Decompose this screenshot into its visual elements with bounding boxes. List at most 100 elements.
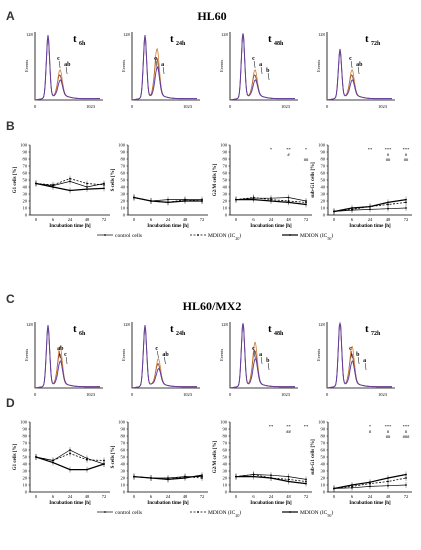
x-tick-label: 0 bbox=[133, 494, 136, 499]
legend-marker bbox=[104, 511, 106, 513]
y-tick-label: 40 bbox=[223, 185, 228, 190]
peak-pointer bbox=[162, 66, 165, 75]
peak-label: b bbox=[266, 358, 270, 364]
y-tick-label: 60 bbox=[121, 448, 126, 453]
y-axis-title: G1 cells [%] bbox=[13, 443, 18, 470]
peak-label: c bbox=[57, 56, 60, 62]
x-min-label: 0 bbox=[229, 392, 232, 397]
peak-label: c bbox=[155, 346, 158, 352]
x-max-label: 1023 bbox=[183, 392, 193, 397]
x-axis-title: Incubation time [h] bbox=[147, 501, 189, 506]
significance-marker: ** bbox=[286, 147, 291, 152]
y-tick-label: 0 bbox=[25, 490, 28, 495]
time-label: t bbox=[268, 33, 272, 45]
peak-pointer bbox=[260, 66, 263, 75]
x-tick-label: 0 bbox=[235, 494, 238, 499]
y-tick-label: 0 bbox=[123, 490, 126, 495]
y-tick-label: 70 bbox=[223, 441, 228, 446]
peak-label: c bbox=[64, 352, 67, 358]
x-tick-label: 24 bbox=[368, 217, 373, 222]
y-tick-label: 10 bbox=[121, 206, 126, 211]
x-tick-label: 6 bbox=[150, 494, 153, 499]
legend-label: control cells bbox=[115, 233, 142, 239]
significance-marker: ### bbox=[403, 434, 411, 439]
y-axis-label: Events bbox=[316, 60, 321, 72]
y-max-label: 128 bbox=[318, 32, 326, 37]
histogram-curve bbox=[229, 33, 295, 101]
y-tick-label: 50 bbox=[23, 178, 28, 183]
y-tick-label: 20 bbox=[223, 476, 228, 481]
time-label: t bbox=[170, 323, 174, 335]
x-tick-label: 0 bbox=[333, 494, 336, 499]
y-tick-label: 90 bbox=[321, 427, 326, 432]
y-axis-label: Events bbox=[121, 349, 126, 361]
histogram-6h: 128 Events 0 1023 t 6h cab bbox=[24, 32, 103, 109]
peak-label: ab bbox=[57, 346, 64, 352]
y-tick-label: 80 bbox=[223, 157, 228, 162]
x-tick-label: 48 bbox=[386, 217, 391, 222]
line-chart: 0 10 20 30 40 50 60 70 80 90 100 0 6 24 48 72 Incubation… bbox=[311, 420, 412, 506]
histogram-axis bbox=[326, 322, 395, 389]
y-tick-label: 10 bbox=[321, 206, 326, 211]
y-tick-label: 60 bbox=[223, 448, 228, 453]
y-max-label: 128 bbox=[318, 322, 326, 327]
x-tick-label: 48 bbox=[286, 494, 291, 499]
x-tick-label: 72 bbox=[304, 494, 309, 499]
legend: control cells MDION (IC20) MDION (IC50) bbox=[97, 509, 333, 518]
y-tick-label: 70 bbox=[321, 164, 326, 169]
peak-pointer bbox=[267, 72, 270, 81]
peak-pointer bbox=[58, 60, 61, 69]
y-tick-label: 90 bbox=[23, 150, 28, 155]
histogram-48h: 128 Events 0 1023 t 48h cab bbox=[219, 32, 298, 109]
y-tick-label: 50 bbox=[223, 178, 228, 183]
y-tick-label: 60 bbox=[321, 448, 326, 453]
y-tick-label: 0 bbox=[323, 490, 326, 495]
peak-label: ab bbox=[356, 62, 363, 68]
histogram-axis bbox=[229, 32, 298, 101]
y-tick-label: 100 bbox=[220, 420, 228, 425]
y-tick-label: 90 bbox=[121, 150, 126, 155]
x-tick-label: 72 bbox=[200, 494, 205, 499]
peak-pointer bbox=[350, 350, 353, 359]
significance-marker: *** bbox=[385, 147, 393, 152]
x-tick-label: 72 bbox=[404, 494, 409, 499]
histogram-curve bbox=[229, 323, 295, 389]
y-tick-label: 0 bbox=[25, 213, 28, 218]
y-axis-label: Events bbox=[24, 60, 29, 72]
y-axis-title: sub-G1 cells [%] bbox=[311, 162, 316, 198]
peak-label: b bbox=[356, 352, 360, 358]
legend-label: MDION (IC50) bbox=[300, 509, 333, 518]
y-tick-label: 70 bbox=[121, 441, 126, 446]
x-max-label: 1023 bbox=[183, 104, 193, 109]
peak-label: b bbox=[266, 68, 270, 74]
y-tick-label: 10 bbox=[121, 483, 126, 488]
y-tick-label: 30 bbox=[121, 469, 126, 474]
legend-marker bbox=[197, 234, 199, 236]
y-tick-label: 100 bbox=[220, 143, 228, 148]
y-tick-label: 30 bbox=[121, 192, 126, 197]
x-axis-title: Incubation time [h] bbox=[349, 501, 391, 506]
y-tick-label: 80 bbox=[321, 157, 326, 162]
peak-pointer bbox=[357, 66, 360, 75]
x-tick-label: 72 bbox=[200, 217, 205, 222]
x-min-label: 0 bbox=[34, 104, 37, 109]
y-tick-label: 60 bbox=[23, 171, 28, 176]
peak-label: a bbox=[259, 352, 262, 358]
y-tick-label: 10 bbox=[223, 483, 228, 488]
y-axis-title: S cells [%] bbox=[111, 168, 116, 191]
y-tick-label: 40 bbox=[121, 185, 126, 190]
peak-pointer bbox=[155, 60, 158, 69]
peak-label: a bbox=[161, 62, 164, 68]
peak-pointer bbox=[364, 362, 367, 371]
x-tick-label: 24 bbox=[166, 494, 171, 499]
x-max-label: 1023 bbox=[378, 392, 388, 397]
time-label-sub: 48h bbox=[274, 331, 284, 337]
x-tick-label: 24 bbox=[166, 217, 171, 222]
x-tick-label: 48 bbox=[85, 494, 90, 499]
x-tick-label: 0 bbox=[235, 217, 238, 222]
y-tick-label: 50 bbox=[321, 455, 326, 460]
x-max-label: 1023 bbox=[281, 392, 291, 397]
peak-label: c bbox=[349, 346, 352, 352]
histogram-24h: 128 Events 0 1023 t 24h cab bbox=[121, 322, 200, 397]
time-label: t bbox=[365, 33, 369, 45]
